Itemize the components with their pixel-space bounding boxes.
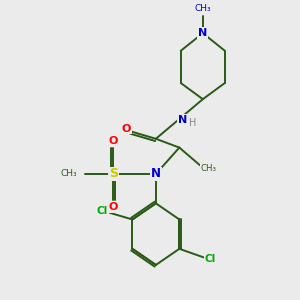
Text: N: N: [198, 28, 207, 38]
Text: O: O: [122, 124, 131, 134]
Text: CH₃: CH₃: [201, 164, 217, 172]
Text: H: H: [189, 118, 196, 128]
Text: CH₃: CH₃: [194, 4, 211, 13]
Text: O: O: [109, 136, 118, 146]
Text: N: N: [151, 167, 161, 181]
Text: N: N: [178, 115, 187, 125]
Text: O: O: [109, 202, 118, 212]
Text: S: S: [109, 167, 118, 181]
Text: Cl: Cl: [205, 254, 216, 264]
Text: Cl: Cl: [97, 206, 108, 216]
Text: CH₃: CH₃: [60, 169, 76, 178]
